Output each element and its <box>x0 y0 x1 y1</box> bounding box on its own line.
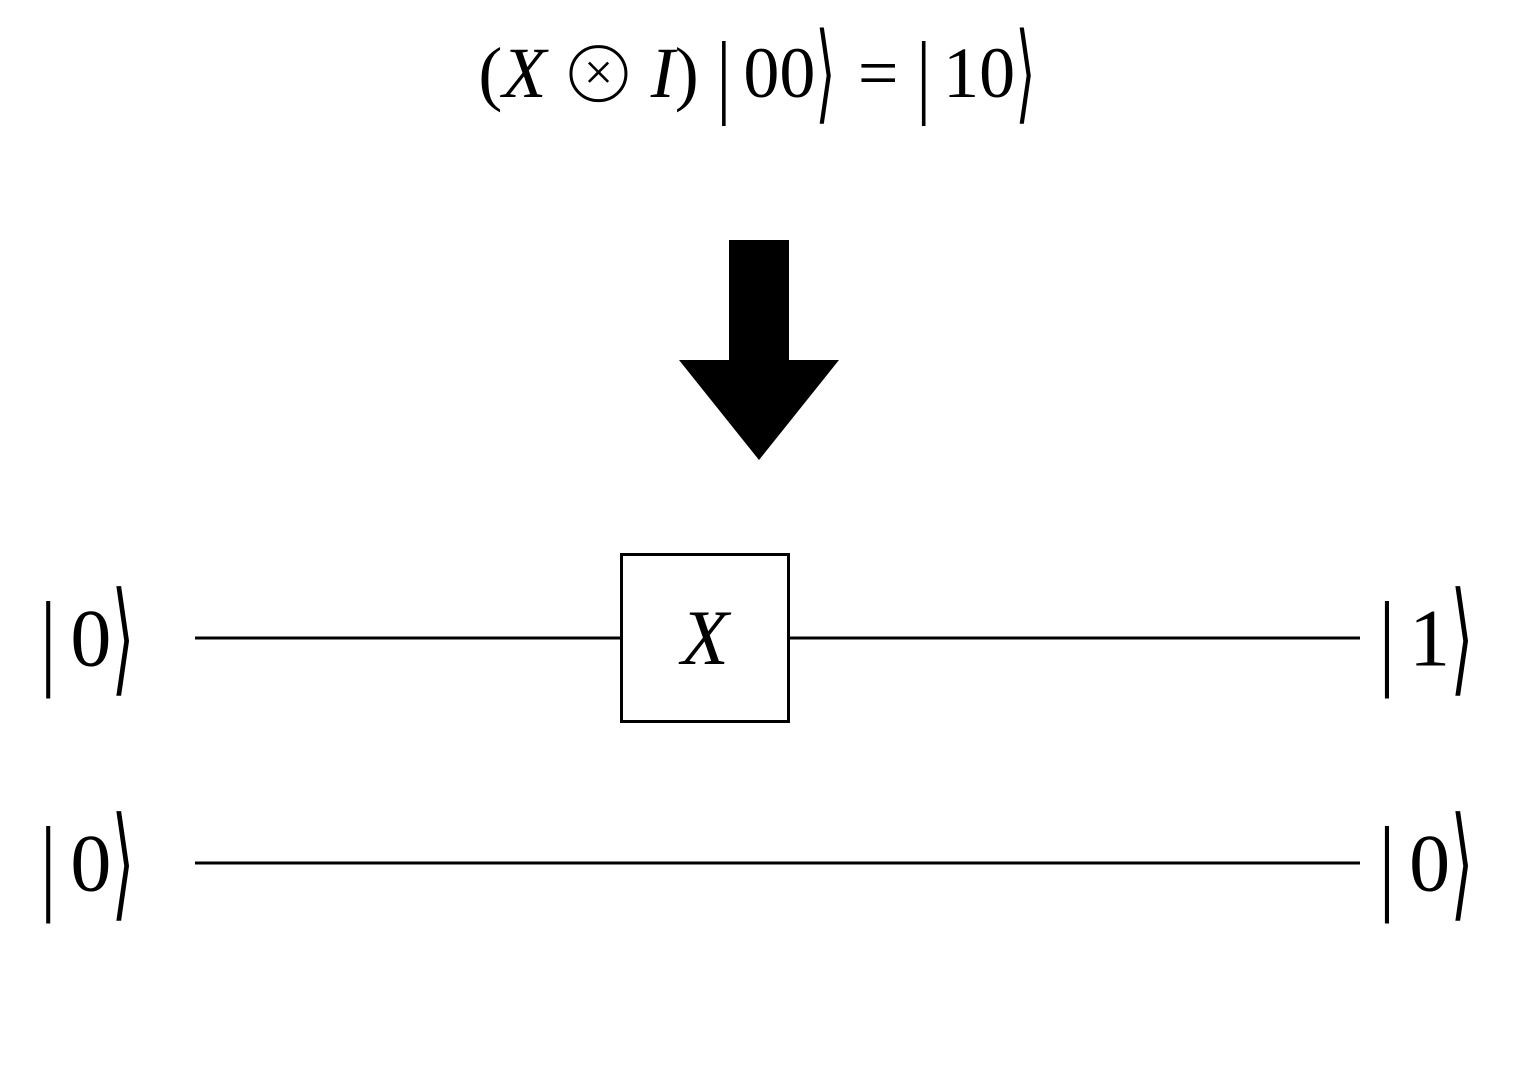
paren-close: ) <box>675 33 699 113</box>
output-state: 10 <box>943 33 1015 113</box>
qubit-wire-2: | 0⟩ | 0⟩ <box>40 795 1478 930</box>
down-arrow-icon <box>679 240 839 465</box>
ket-bar: | <box>717 21 731 129</box>
quantum-circuit: | 0⟩ X | 1⟩ | 0⟩ | 0⟩ <box>40 570 1478 1020</box>
ket-angle: ⟩ <box>816 9 836 137</box>
wire1-input-label: | 0⟩ <box>40 590 139 685</box>
wire2-line <box>195 861 1360 864</box>
equals: = <box>858 33 899 113</box>
wire1-output-label: | 1⟩ <box>1379 590 1478 685</box>
tensor-symbol <box>568 43 629 104</box>
ket-bar: | <box>916 21 930 129</box>
operator-i: I <box>651 33 675 113</box>
qubit-wire-1: | 0⟩ X | 1⟩ <box>40 570 1478 705</box>
input-state: 00 <box>743 33 815 113</box>
equation: (X I) | 00⟩ = | 10⟩ <box>478 30 1039 115</box>
ket-angle: ⟩ <box>1016 9 1036 137</box>
paren-open: ( <box>478 33 502 113</box>
diagram-container: (X I) | 00⟩ = | 10⟩ | 0⟩ X | 1⟩ <box>0 0 1518 1068</box>
wire2-output-label: | 0⟩ <box>1379 815 1478 910</box>
wire1-line-right <box>790 636 1360 639</box>
wire1-line-left <box>195 636 620 639</box>
x-gate: X <box>620 553 790 723</box>
wire2-input-label: | 0⟩ <box>40 815 139 910</box>
operator-x: X <box>502 33 546 113</box>
